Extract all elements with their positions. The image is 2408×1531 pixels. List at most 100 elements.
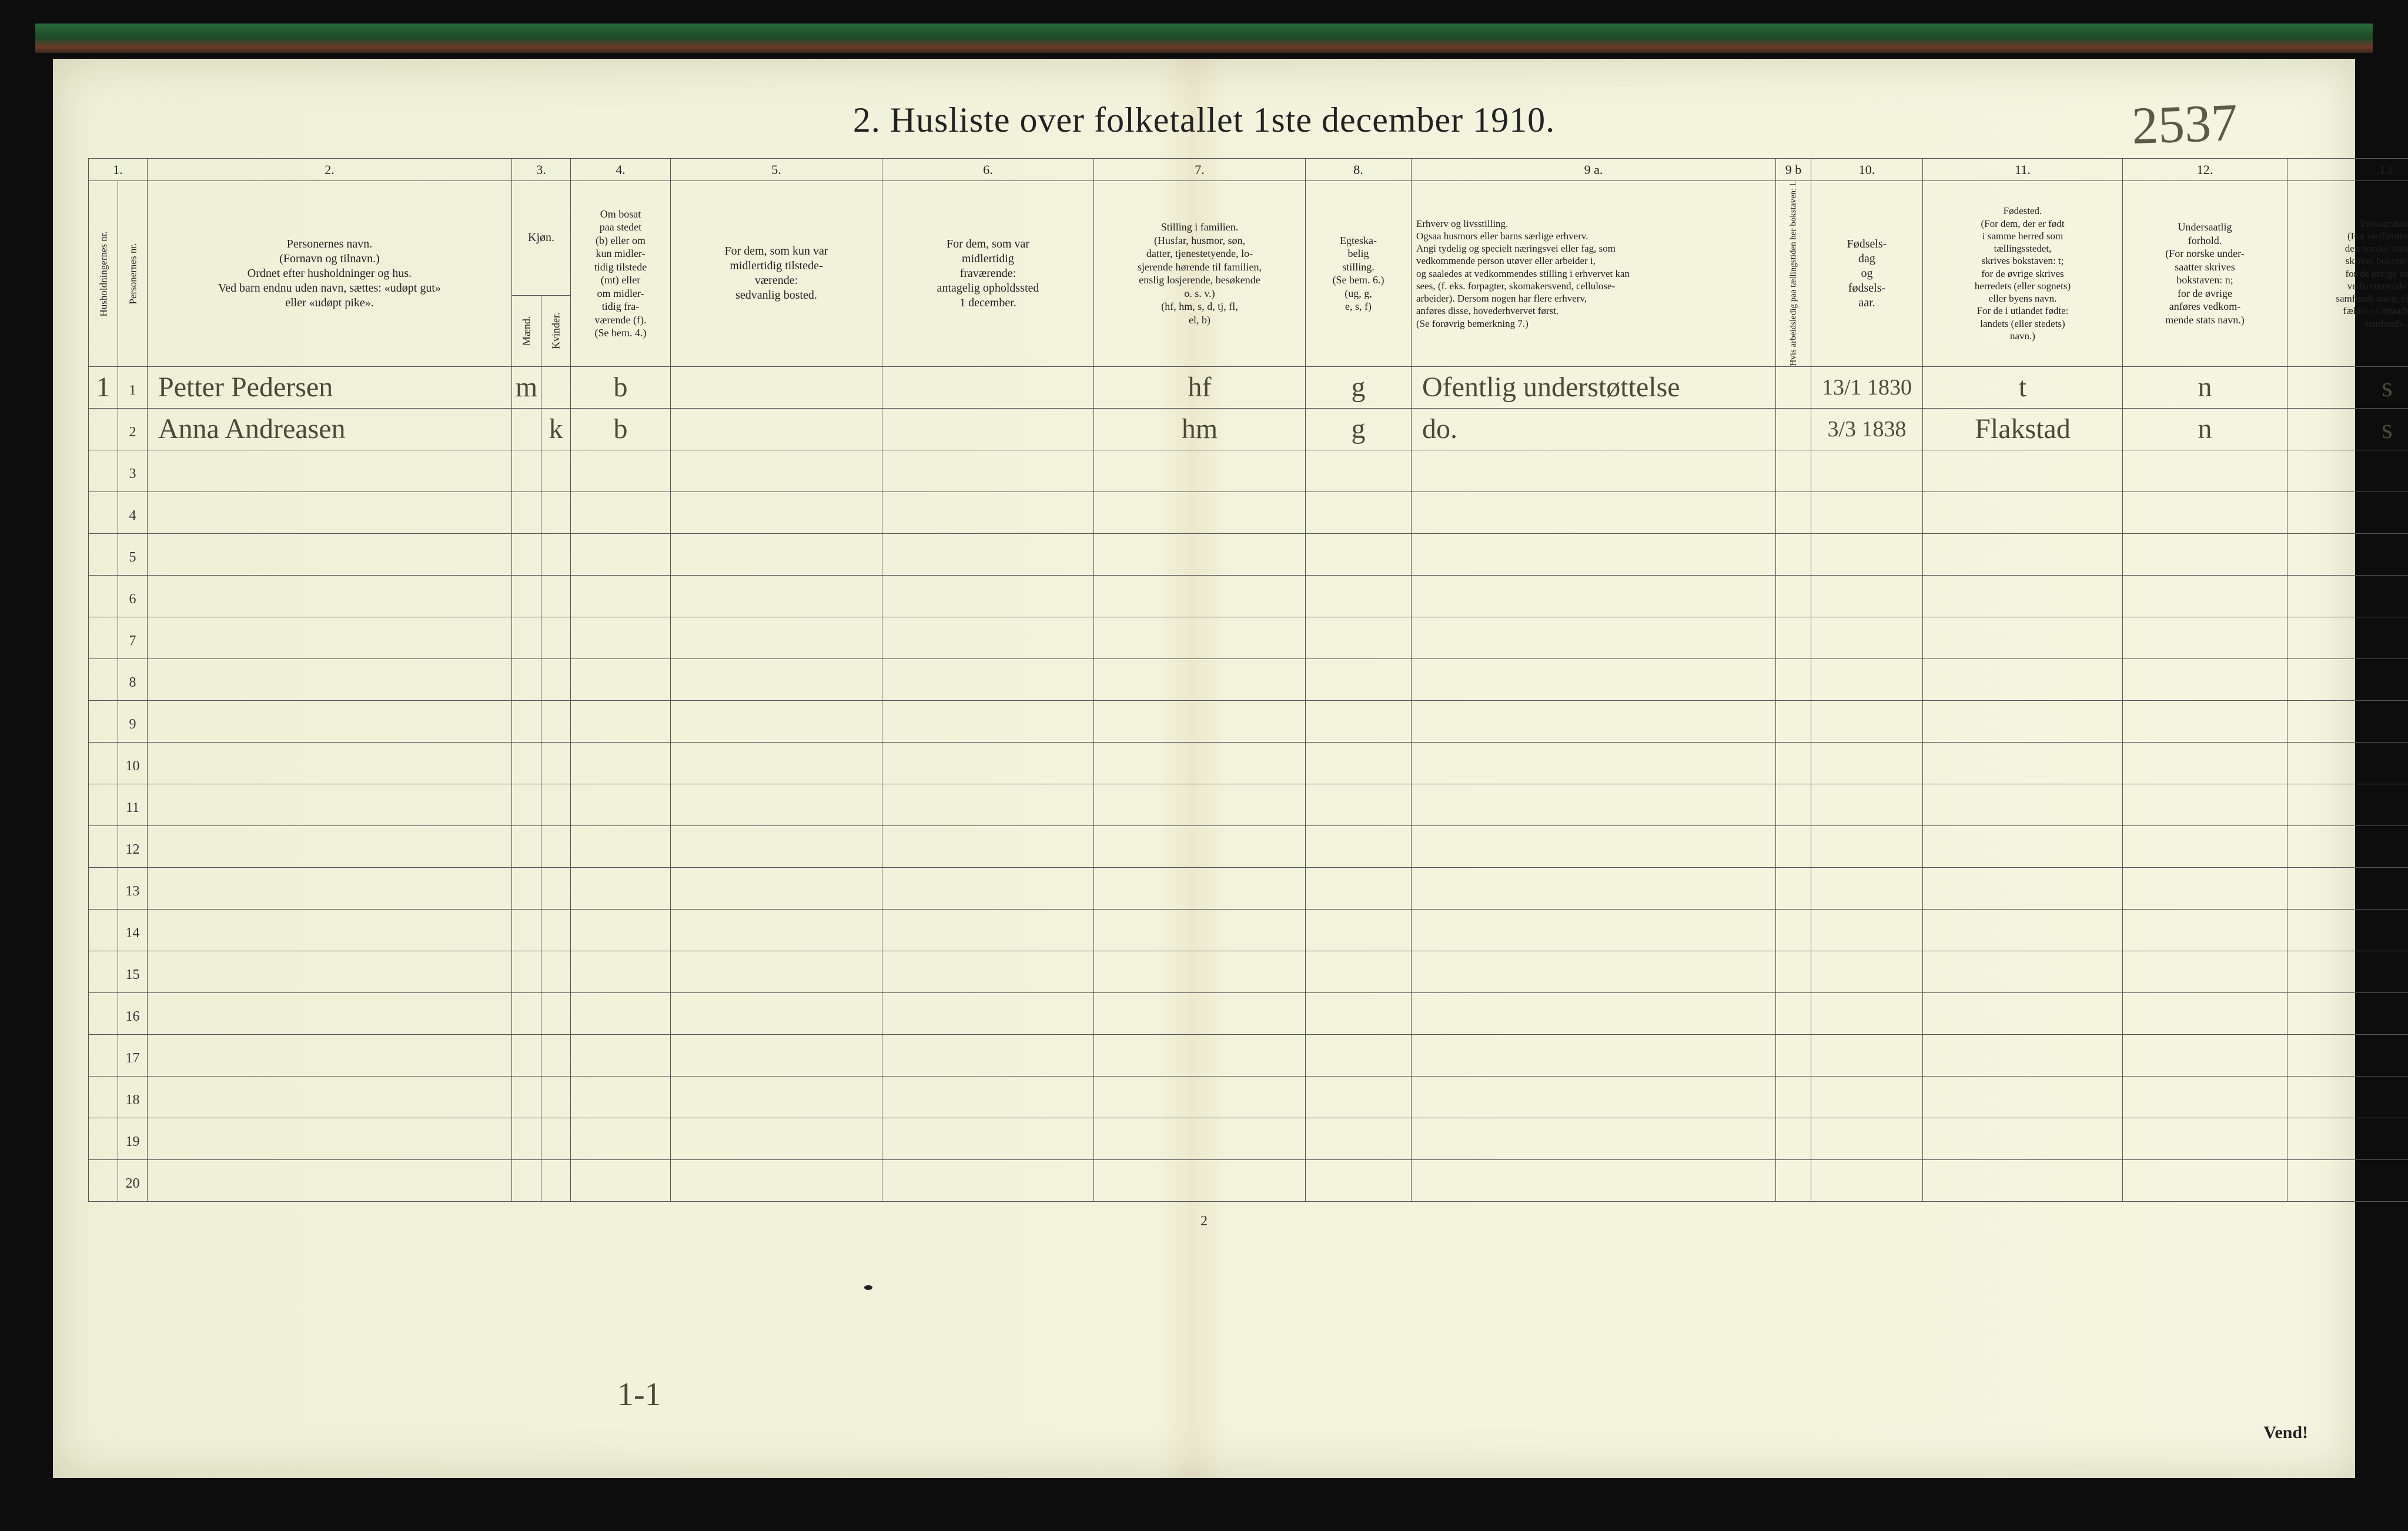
empty-cell [2287,575,2408,617]
census-table: 1. 2. 3. 4. 5. 6. 7. 8. 9 a. 9 b 10. 11.… [88,158,2408,1202]
empty-cell [148,700,512,742]
cell-household-nr [89,825,118,867]
empty-cell [882,1118,1094,1159]
empty-cell [571,575,671,617]
empty-cell [148,1159,512,1201]
cell-birthplace: Flakstad [1923,408,2123,450]
cell-household-nr [89,742,118,784]
scan-frame: 2. Husliste over folketallet 1ste decemb… [0,0,2408,1531]
cell-person-nr: 13 [118,867,148,909]
cell-value: b [614,413,628,444]
colnum-11: 11. [1923,159,2123,181]
table-row: 17 [89,1034,2408,1076]
empty-cell [1923,742,2123,784]
table-row: 4 [89,492,2408,533]
cell-household-nr [89,700,118,742]
empty-cell [1776,617,1811,658]
cell-household-nr [89,408,118,450]
empty-cell [1094,575,1306,617]
empty-cell [671,658,882,700]
table-row: 12 [89,825,2408,867]
cell-value: 1 [96,372,111,403]
empty-cell [2287,533,2408,575]
empty-cell [541,1034,571,1076]
empty-cell [671,1118,882,1159]
table-row: 5 [89,533,2408,575]
cell-person-nr: 11 [118,784,148,825]
empty-cell [671,533,882,575]
empty-cell [882,658,1094,700]
empty-cell [512,1034,541,1076]
colnum-3: 3. [512,159,571,181]
empty-cell [1306,825,1412,867]
cell-residence: b [571,366,671,408]
empty-cell [1412,992,1776,1034]
empty-cell [2123,1034,2287,1076]
empty-cell [1811,700,1923,742]
cell-birthplace: t [1923,366,2123,408]
empty-cell [1776,951,1811,992]
empty-cell [512,867,541,909]
empty-cell [671,700,882,742]
empty-cell [1412,450,1776,492]
cell-household-nr [89,1076,118,1118]
colnum-1: 1. [89,159,148,181]
empty-cell [571,658,671,700]
column-number-row: 1. 2. 3. 4. 5. 6. 7. 8. 9 a. 9 b 10. 11.… [89,159,2408,181]
empty-cell [1094,1076,1306,1118]
cell-household-nr [89,575,118,617]
empty-cell [1811,825,1923,867]
header-name: Personernes navn. (Fornavn og tilnavn.) … [148,181,512,367]
cell-occupation: Ofentlig understøttelse [1412,366,1776,408]
empty-cell [1923,575,2123,617]
cell-value: hf [1188,372,1212,403]
cell-household-nr [89,617,118,658]
empty-cell [1923,784,2123,825]
empty-cell [148,450,512,492]
row-number: 16 [126,1009,140,1024]
empty-cell [571,867,671,909]
header-occupation: Erhverv og livsstilling. Ogsaa husmors e… [1412,181,1776,367]
empty-cell [2123,867,2287,909]
table-row: 13 [89,867,2408,909]
cell-value: s [2382,372,2393,403]
empty-cell [512,951,541,992]
header-religion: Trossamfund. (For medlemmer av den norsk… [2287,181,2408,367]
empty-cell [1776,658,1811,700]
empty-cell [1412,1118,1776,1159]
empty-cell [1776,533,1811,575]
cell-value: k [549,413,563,444]
empty-cell [671,617,882,658]
empty-cell [1811,575,1923,617]
colnum-2: 2. [148,159,512,181]
empty-cell [882,1034,1094,1076]
empty-cell [2287,1034,2408,1076]
empty-cell [1306,951,1412,992]
cell-value: Anna Andreasen [158,413,346,444]
empty-cell [1306,575,1412,617]
empty-cell [2123,700,2287,742]
cell-birth: 3/3 1838 [1811,408,1923,450]
empty-cell [1412,1076,1776,1118]
empty-cell [1776,742,1811,784]
empty-cell [882,742,1094,784]
table-row: 19 [89,1118,2408,1159]
empty-cell [541,617,571,658]
cell-household-nr [89,992,118,1034]
colnum-6: 6. [882,159,1094,181]
tally-mark: 1-1 [617,1376,661,1413]
empty-cell [882,825,1094,867]
cell-value: 3/3 1838 [1827,417,1906,442]
empty-cell [1412,951,1776,992]
cell-sex-k: k [541,408,571,450]
empty-cell [1776,992,1811,1034]
empty-cell [148,575,512,617]
empty-cell [1811,617,1923,658]
row-number: 8 [129,675,136,690]
row-number: 12 [126,842,140,857]
empty-cell [882,450,1094,492]
empty-cell [1094,742,1306,784]
empty-cell [1923,951,2123,992]
cell-person-nr: 3 [118,450,148,492]
empty-cell [512,784,541,825]
